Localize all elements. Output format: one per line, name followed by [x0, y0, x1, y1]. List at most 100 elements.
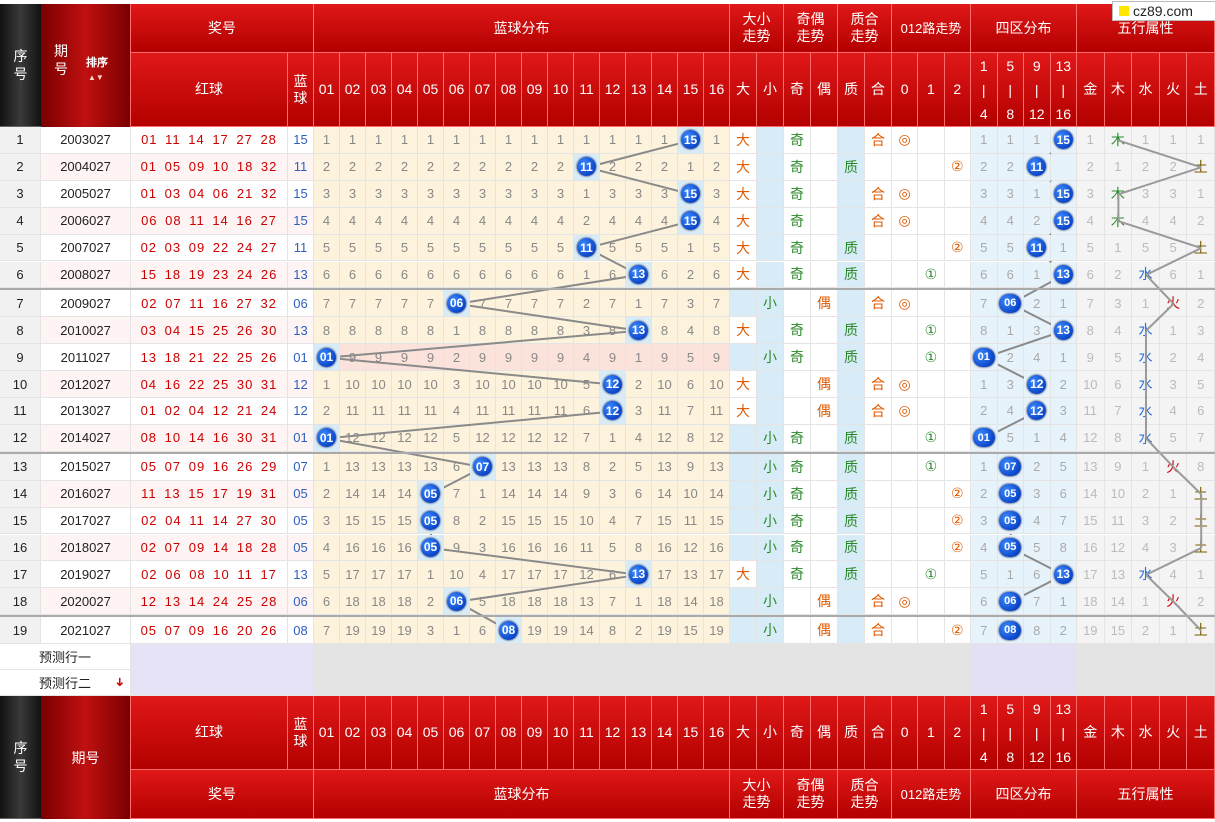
- blue-miss-cell: 18: [366, 588, 392, 616]
- zone-cell: 5: [997, 234, 1024, 262]
- zone-label-part: 12: [1028, 748, 1045, 765]
- pc-prime-cell: 质: [838, 424, 865, 452]
- blue-miss-cell: 7: [340, 290, 366, 318]
- zone-ball-marker: 12: [1027, 401, 1047, 421]
- header-four-zone: 四区分布: [971, 4, 1077, 53]
- bottom-blue-col-15: 15: [678, 696, 704, 771]
- blue-miss-cell: 18: [340, 588, 366, 616]
- footer-big-small-trend: 大小走势: [730, 770, 784, 820]
- route-cell: [892, 317, 919, 345]
- row-period: 2005027: [41, 180, 131, 208]
- oe-odd-cell: [784, 617, 811, 645]
- zone-cell: 8: [1050, 534, 1077, 562]
- route-cell: ①: [918, 424, 945, 452]
- blue-miss-cell: 16: [704, 534, 730, 562]
- arrow-down-icon[interactable]: ➜: [113, 677, 128, 688]
- route-cell: ◎: [892, 180, 919, 208]
- zone-cell: 3: [997, 180, 1024, 208]
- bottom-blue-col-10: 10: [548, 696, 574, 771]
- footer-seq: 序号: [0, 696, 41, 820]
- element-cell: 1: [1159, 317, 1188, 345]
- blue-miss-cell: 6: [678, 371, 704, 398]
- row-period: 2003027: [41, 127, 131, 154]
- blue-miss-cell: 10: [704, 371, 730, 398]
- route-cell: [918, 507, 945, 535]
- bottom-zone-2: 9 | 12: [1024, 696, 1051, 771]
- blue-miss-cell: 13: [418, 453, 444, 481]
- row-blue-ball: 01: [288, 344, 314, 372]
- blue-miss-cell: 14: [392, 480, 418, 508]
- zone-cell: 15: [1050, 207, 1077, 235]
- top-element-2: 水: [1132, 53, 1160, 127]
- blue-miss-cell: 19: [392, 617, 418, 645]
- group-separator: [0, 288, 1215, 291]
- oe-odd-cell: [784, 290, 811, 318]
- route-cell: [944, 207, 971, 235]
- top-zone-3: 13 | 16: [1050, 53, 1077, 127]
- group-separator: [0, 615, 1215, 618]
- forecast-row-two[interactable]: 预测行二: [0, 670, 131, 697]
- bottom-blue-col-01: 01: [314, 696, 340, 771]
- bottom-route-2: 2: [944, 696, 971, 771]
- zone-ball-marker: 13: [1053, 564, 1073, 584]
- blue-miss-cell: 11: [418, 398, 444, 425]
- bottom-blue-col-04: 04: [392, 696, 418, 771]
- blue-miss-cell: 9: [678, 453, 704, 481]
- bottom-zone-3: 13 | 16: [1050, 696, 1077, 771]
- element-cell: 4: [1132, 207, 1160, 235]
- bottom-element-3: 火: [1159, 696, 1188, 771]
- element-cell: 2: [1132, 617, 1160, 645]
- sort-arrows-icon[interactable]: ▲▼: [88, 73, 104, 82]
- pc-prime-cell: [838, 588, 865, 616]
- oe-even-cell: 偶: [811, 617, 838, 645]
- site-watermark[interactable]: cz89.com: [1112, 1, 1215, 21]
- oe-odd-cell: 奇: [784, 261, 811, 289]
- bottom-blue-col-09: 09: [522, 696, 548, 771]
- element-cell: 2: [1077, 153, 1105, 181]
- zone-cell: 15: [1050, 127, 1077, 154]
- element-cell: 18: [1077, 588, 1105, 616]
- element-cell: 木: [1104, 180, 1133, 208]
- row-red-balls: 01 11 14 17 27 28: [131, 127, 288, 154]
- blue-miss-cell: 7: [522, 290, 548, 318]
- blue-miss-cell: 14: [522, 480, 548, 508]
- pc-composite-cell: 合: [865, 398, 892, 425]
- route-cell: [944, 588, 971, 616]
- bottom-blue-col-07: 07: [470, 696, 496, 771]
- top-zone-2: 9 | 12: [1024, 53, 1051, 127]
- row-blue-ball: 06: [288, 588, 314, 616]
- blue-miss-cell: 5: [340, 234, 366, 262]
- blue-miss-cell: 2: [418, 588, 444, 616]
- pc-prime-cell: 质: [838, 507, 865, 535]
- element-cell: 9: [1077, 344, 1105, 372]
- route-cell: [918, 153, 945, 181]
- blue-miss-cell: 2: [392, 153, 418, 181]
- pc-composite-cell: [865, 153, 892, 181]
- bs-big-cell: [730, 617, 757, 645]
- zone-cell: 2: [971, 480, 998, 508]
- blue-miss-cell: 4: [548, 207, 574, 235]
- route-cell: [918, 588, 945, 616]
- forecast-row-one[interactable]: 预测行一: [0, 644, 131, 671]
- sort-button[interactable]: 排序: [86, 57, 108, 69]
- route-cell: [892, 344, 919, 372]
- oe-even-cell: [811, 561, 838, 589]
- blue-miss-cell: 14: [652, 480, 678, 508]
- top-prime: 质: [838, 53, 865, 127]
- oe-even-cell: [811, 424, 838, 452]
- blue-miss-cell: 1: [496, 127, 522, 154]
- element-cell: 7: [1187, 424, 1215, 452]
- blue-miss-cell: 9: [574, 480, 600, 508]
- bs-big-cell: 大: [730, 127, 757, 154]
- blue-miss-cell: 7: [548, 290, 574, 318]
- blue-miss-cell: 2: [574, 207, 600, 235]
- element-cell: 5: [1132, 234, 1160, 262]
- route-cell: ◎: [892, 207, 919, 235]
- blue-miss-cell: 3: [548, 180, 574, 208]
- bs-big-cell: 大: [730, 153, 757, 181]
- pc-composite-cell: [865, 317, 892, 345]
- header-period[interactable]: 期号 排序 ▲▼: [41, 4, 131, 127]
- element-cell: 1: [1132, 127, 1160, 154]
- blue-miss-cell: 05: [418, 480, 444, 508]
- blue-miss-cell: 8: [600, 617, 626, 645]
